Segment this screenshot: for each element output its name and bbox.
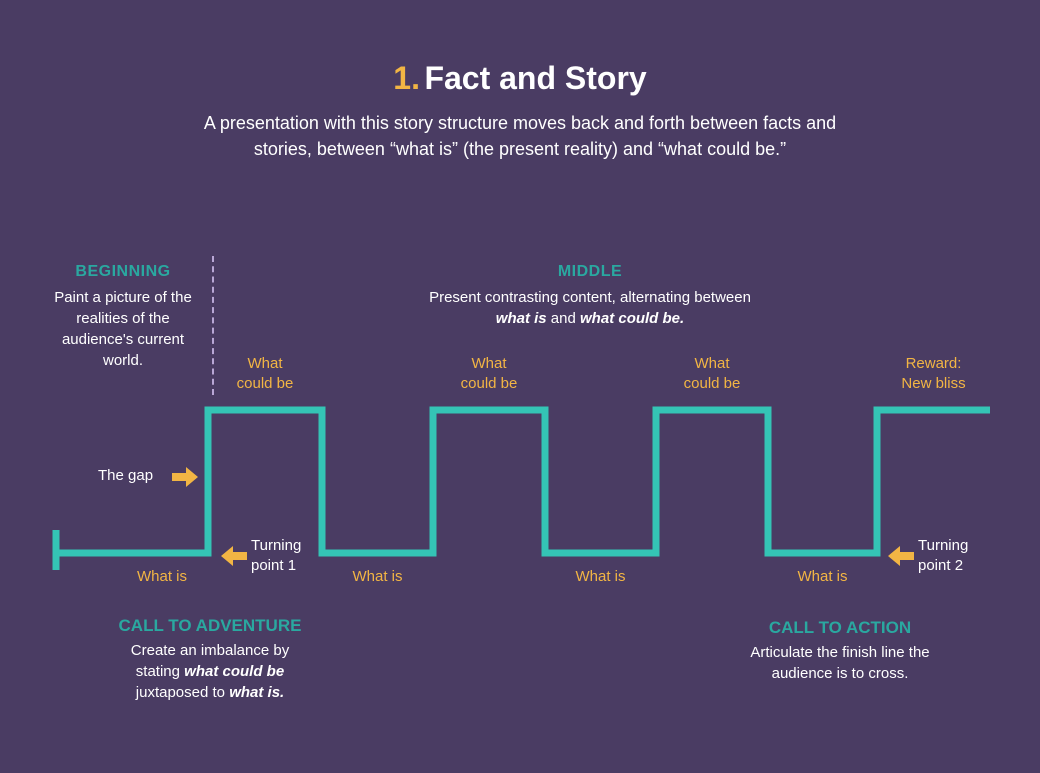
turning-point-2-label: Turning point 2 [918, 536, 968, 577]
gap-label: The gap [98, 467, 153, 484]
call-to-adventure-desc: Create an imbalance by stating what coul… [115, 640, 305, 703]
call-to-adventure-heading: CALL TO ADVENTURE [100, 616, 320, 636]
arrow-left-icon [888, 546, 914, 566]
arrow-left-icon [221, 546, 247, 566]
peak-label-3: What could be [652, 354, 772, 395]
call-to-action-heading: CALL TO ACTION [730, 618, 950, 638]
turning-point-1-label: Turning point 1 [251, 536, 301, 577]
peak-reward: Reward: New bliss [874, 354, 994, 395]
valley-label-2: What is [328, 568, 428, 585]
valley-label-3: What is [551, 568, 651, 585]
call-to-action-desc: Articulate the finish line the audience … [735, 642, 945, 684]
valley-label-4: What is [773, 568, 873, 585]
valley-label-1: What is [112, 568, 212, 585]
peak-label-2: What could be [429, 354, 549, 395]
peak-label-1: What could be [205, 354, 325, 395]
arrow-right-icon [172, 467, 198, 487]
